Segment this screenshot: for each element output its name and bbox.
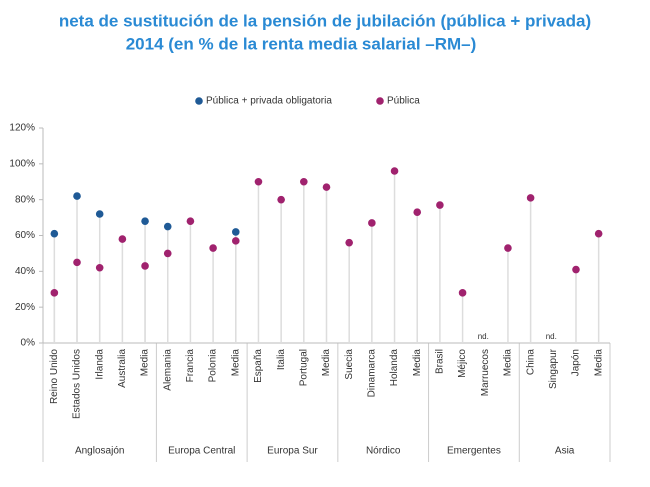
dot xyxy=(231,228,240,236)
x-tick-label: Marruecos xyxy=(480,349,491,396)
dot xyxy=(436,201,444,209)
chart-subtitle: 2014 (en % de la renta media salarial –R… xyxy=(126,34,477,53)
x-tick-label: Irlanda xyxy=(94,349,105,380)
dot xyxy=(231,237,240,245)
legend-label: Pública + privada obligatoria xyxy=(206,96,332,107)
x-tick-label: Suecia xyxy=(344,349,355,380)
group-label: Asia xyxy=(555,446,575,457)
dot xyxy=(186,217,195,225)
dot xyxy=(594,229,603,238)
y-tick-label: 0% xyxy=(21,338,36,349)
y-tick-label: 20% xyxy=(15,302,35,313)
y-tick-label: 100% xyxy=(9,158,35,169)
group-label: Europa Central xyxy=(168,446,235,457)
x-tick-label: Japón xyxy=(571,349,582,376)
x-tick-label: Australia xyxy=(117,349,128,388)
dot xyxy=(209,244,217,252)
dot xyxy=(163,249,172,258)
dot xyxy=(572,265,580,274)
group-label: Nórdico xyxy=(366,446,401,457)
dot xyxy=(413,208,422,217)
x-tick-label: Media xyxy=(230,349,241,377)
legend-swatch xyxy=(195,97,203,105)
dot xyxy=(163,222,172,231)
group-label: Anglosajón xyxy=(75,446,124,457)
dot xyxy=(504,244,512,252)
value-label: nd. xyxy=(478,332,489,341)
chart-title: neta de sustitución de la pensión de jub… xyxy=(59,11,591,30)
x-tick-label: Media xyxy=(140,349,151,377)
x-tick-label: Holanda xyxy=(389,349,400,387)
x-tick-label: Brasil xyxy=(435,349,446,374)
x-tick-label: Polonia xyxy=(208,349,219,383)
x-tick-label: Italia xyxy=(276,349,287,371)
y-tick-label: 120% xyxy=(9,123,35,134)
y-tick-label: 40% xyxy=(15,266,35,277)
dot xyxy=(345,238,353,247)
dot xyxy=(368,219,376,227)
dot xyxy=(254,177,263,186)
x-tick-label: Reino Unido xyxy=(49,349,60,404)
x-tick-label: Estados Unidos xyxy=(72,349,83,419)
x-tick-label: Media xyxy=(503,349,514,377)
x-tick-label: Méjico xyxy=(457,349,468,378)
x-tick-label: Portugal xyxy=(298,349,309,386)
x-tick-label: Alemania xyxy=(162,349,173,391)
dot xyxy=(95,210,104,218)
x-tick-label: China xyxy=(525,349,536,376)
x-tick-label: Media xyxy=(412,349,423,377)
x-tick-label: España xyxy=(253,349,264,383)
x-tick-label: Media xyxy=(321,349,332,377)
legend-swatch xyxy=(376,97,384,105)
x-tick-label: Dinamarca xyxy=(367,349,378,398)
y-tick-label: 60% xyxy=(15,230,35,241)
dot xyxy=(50,289,59,297)
dot xyxy=(458,289,467,297)
dot xyxy=(526,194,535,202)
dot xyxy=(390,167,399,175)
dot xyxy=(141,262,149,270)
legend-label: Pública xyxy=(387,96,420,107)
x-tick-label: Singapur xyxy=(548,348,559,389)
dot xyxy=(50,229,59,238)
x-tick-label: Media xyxy=(593,349,604,377)
dot xyxy=(141,217,149,225)
dot xyxy=(300,177,308,186)
x-tick-label: Francia xyxy=(185,349,196,383)
dot xyxy=(73,258,81,267)
dot xyxy=(118,235,127,243)
value-label: nd. xyxy=(546,332,557,341)
dot xyxy=(322,183,331,191)
dot xyxy=(73,192,81,200)
dot xyxy=(95,263,104,272)
dot xyxy=(277,195,285,204)
y-tick-label: 80% xyxy=(15,194,35,205)
group-label: Emergentes xyxy=(447,446,501,457)
group-label: Europa Sur xyxy=(267,446,318,457)
